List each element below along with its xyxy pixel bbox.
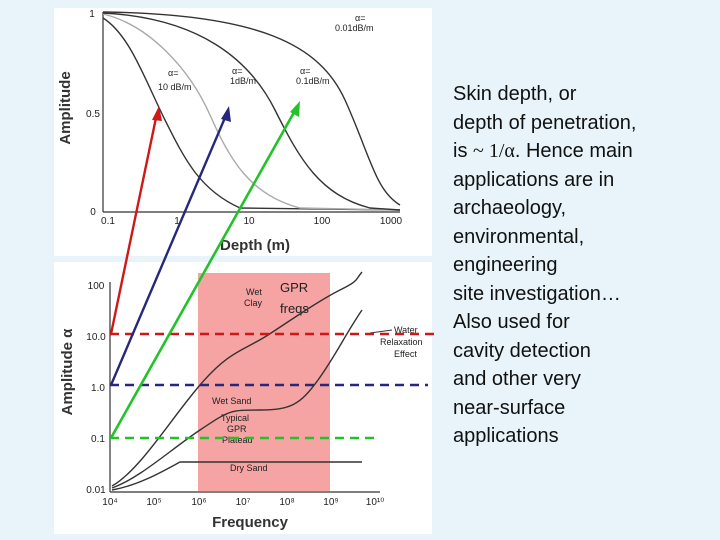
text-line: . Hence main (514, 140, 633, 162)
skin-depth-paragraph: Skin depth, or depth of penetration, is … (453, 80, 715, 308)
curve-label-alpha: α= (232, 66, 242, 76)
top-x-tick: 0.1 (101, 216, 115, 227)
bottom-x-tick: 10⁸ (279, 497, 294, 508)
wet-sand-label: Wet Sand (212, 396, 251, 406)
other-uses-paragraph: Also used for cavity detection and other… (453, 308, 715, 451)
text-line: archaeology, (453, 197, 567, 219)
curve-label-alpha: α= (168, 68, 178, 78)
text-line: site investigation… (453, 282, 621, 305)
text-line: cavity detection (453, 339, 591, 362)
water-relaxation-label: Effect (394, 349, 417, 359)
curve-label-value: 0.1dB/m (296, 76, 330, 86)
curve-label-value: 0.01dB/m (335, 23, 374, 33)
text-line: is (453, 140, 473, 162)
skin-depth-formula: ~ 1/α (473, 140, 515, 162)
decay-curve-10db (102, 17, 401, 211)
bottom-y-tick: 0.01 (86, 485, 106, 496)
top-x-tick: 1000 (380, 216, 403, 227)
water-relaxation-pointer (369, 329, 393, 334)
top-x-tick: 10 (243, 216, 255, 227)
bottom-y-tick: 100 (88, 281, 105, 292)
navy-connector-arrow (109, 112, 229, 386)
top-y-tick: 0 (90, 207, 96, 218)
text-line: near-surface (453, 396, 566, 419)
text-line: applications (453, 425, 559, 447)
top-plot-background (54, 8, 432, 256)
red-connector-arrow (109, 112, 159, 335)
figure-panel: Amplitude Depth (m) 1 0.5 0 0.1 1 10 100… (54, 8, 436, 534)
text-line: depth of penetration, (453, 111, 637, 134)
explanation-text: Skin depth, or depth of penetration, is … (453, 80, 715, 451)
decay-curve-0.1db (102, 12, 401, 211)
dry-sand-label: Dry Sand (230, 463, 268, 473)
text-line: Skin depth, or (453, 83, 577, 105)
text-line: and other very (453, 368, 581, 390)
text-line: environmental, (453, 225, 585, 248)
bottom-y-tick: 0.1 (91, 434, 105, 445)
curve-label-value: 1dB/m (230, 76, 256, 86)
water-relaxation-label: Water (394, 325, 418, 335)
attenuation-frequency-plot: GPR freqs Amplitude α Frequency 100 10.0… (54, 262, 432, 534)
bottom-x-axis-label: Frequency (212, 514, 289, 531)
text-line: engineering (453, 254, 558, 276)
text-line: applications are in (453, 168, 615, 191)
navy-arrowhead (221, 106, 231, 122)
wet-sand-curve (111, 309, 363, 489)
attenuation-depth-plot: Amplitude Depth (m) 1 0.5 0 0.1 1 10 100… (54, 8, 432, 256)
wet-clay-curve (111, 271, 363, 487)
bottom-y-axis-label: Amplitude α (59, 328, 76, 415)
top-y-tick: 0.5 (86, 109, 100, 120)
top-x-tick: 1 (174, 216, 180, 227)
plateau-label: GPR (227, 424, 247, 434)
decay-curve-1db (102, 13, 401, 211)
bottom-x-tick: 10⁹ (323, 497, 338, 508)
bottom-x-tick: 10⁵ (146, 497, 161, 508)
bottom-x-tick: 10⁴ (102, 497, 117, 508)
curve-label-alpha: α= (300, 66, 310, 76)
gpr-band-label: GPR (280, 280, 308, 295)
green-arrowhead (290, 101, 300, 117)
curve-label-value: 10 dB/m (158, 82, 192, 92)
bottom-x-tick: 10¹⁰ (366, 497, 384, 508)
water-relaxation-label: Relaxation (380, 337, 423, 347)
bottom-y-tick: 10.0 (86, 332, 106, 343)
red-arrowhead (152, 106, 162, 121)
dry-sand-curve (111, 461, 362, 491)
text-line: Also used for (453, 311, 570, 333)
plateau-label: Plateau (222, 435, 253, 445)
top-x-axis-label: Depth (m) (220, 237, 290, 254)
top-x-tick: 100 (314, 216, 331, 227)
bottom-x-tick: 10⁷ (236, 497, 251, 508)
top-y-tick: 1 (89, 9, 95, 20)
green-connector-arrow (109, 106, 299, 439)
plateau-label: Typical (221, 413, 249, 423)
decay-curve-0.01db (102, 11, 401, 206)
gpr-band-label: freqs (280, 301, 309, 316)
top-y-axis-label: Amplitude (57, 71, 74, 144)
wet-clay-label: Wet (246, 287, 262, 297)
curve-label-alpha: α= (355, 13, 365, 23)
gpr-frequency-band (198, 273, 330, 491)
bottom-y-tick: 1.0 (91, 383, 105, 394)
wet-clay-label: Clay (244, 298, 263, 308)
bottom-x-tick: 10⁶ (191, 497, 206, 508)
